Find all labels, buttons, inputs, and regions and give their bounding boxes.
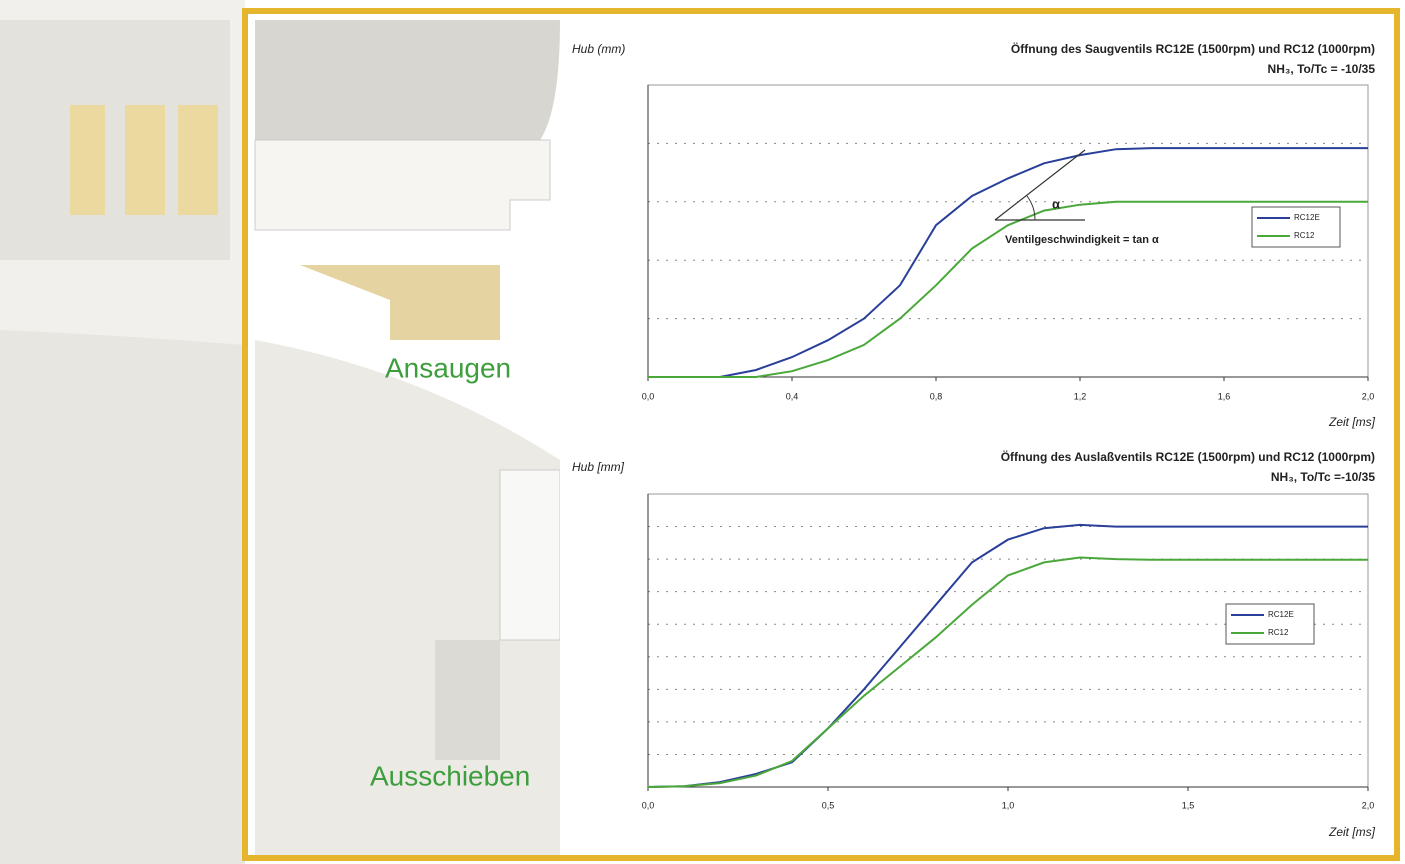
annotation: α (1052, 196, 1060, 211)
x-tick-label: 0,5 (822, 800, 835, 810)
valve-body (255, 20, 560, 140)
legend-label: RC12 (1294, 231, 1315, 240)
valve-body (435, 640, 500, 760)
y-axis-label: Hub (mm) (572, 42, 625, 56)
x-tick-label: 1,5 (1182, 800, 1195, 810)
x-tick-label: 2,0 (1362, 800, 1375, 810)
x-tick-label: 2,0 (1362, 391, 1375, 401)
x-tick-label: 1,0 (1002, 800, 1015, 810)
chart-title: Öffnung des Saugventils RC12E (1500rpm) … (1011, 41, 1375, 56)
chart-subtitle: NH₃, To/Tc =-10/35 (1271, 470, 1375, 484)
x-tick-label: 0,8 (930, 391, 943, 401)
x-tick-label: 0,0 (642, 800, 655, 810)
valve-plate (300, 265, 500, 340)
y-axis-label: Hub [mm] (572, 460, 625, 474)
legend-label: RC12 (1268, 628, 1289, 637)
x-tick-label: 0,0 (642, 391, 655, 401)
valve-body (500, 470, 560, 640)
legend-label: RC12E (1268, 610, 1294, 619)
chart-subtitle: NH₃, To/Tc = -10/35 (1268, 62, 1376, 76)
valve-part (178, 105, 218, 215)
cylinder (0, 330, 245, 864)
legend: RC12E RC12 (1226, 604, 1314, 644)
x-tick-label: 0,4 (786, 391, 799, 401)
chart-title: Öffnung des Auslaßventils RC12E (1500rpm… (1001, 449, 1375, 464)
x-tick-label: 1,6 (1218, 391, 1231, 401)
annotation: Ventilgeschwindigkeit = tan α (1005, 234, 1159, 246)
valve-part (70, 105, 105, 215)
legend: RC12E RC12 (1252, 207, 1340, 247)
legend-label: RC12E (1294, 213, 1320, 222)
x-axis-label: Zeit [ms] (1328, 825, 1376, 839)
valve-body (255, 140, 550, 230)
illustration-label: Ausschieben (370, 760, 530, 791)
illustration-label: Ansaugen (385, 352, 511, 383)
valve-part (125, 105, 165, 215)
page: Ansaugen Ausschieben 0,0 0,4 0,8 1,2 1,6 2,0 Ö… (0, 0, 1405, 864)
x-tick-label: 1,2 (1074, 391, 1087, 401)
x-axis-label: Zeit [ms] (1328, 415, 1376, 429)
